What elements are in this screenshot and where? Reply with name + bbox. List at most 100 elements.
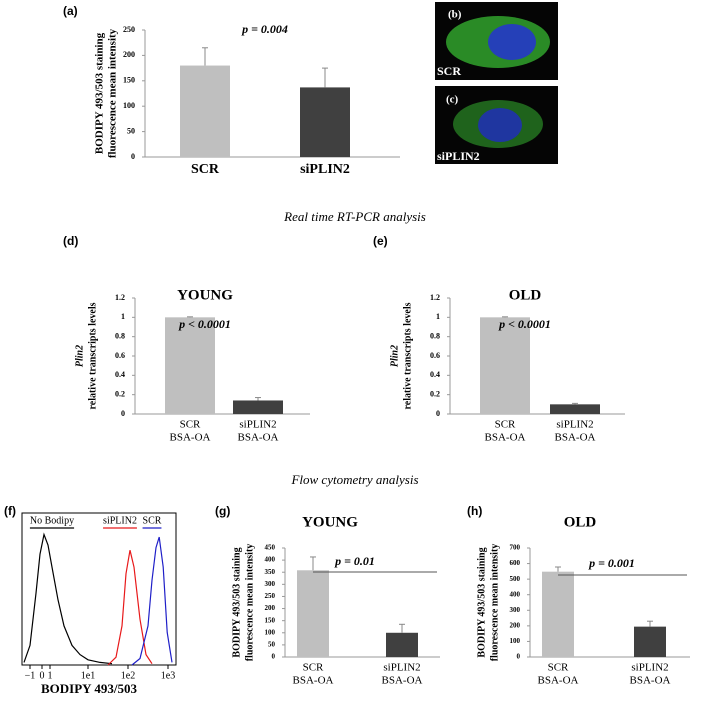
bar — [634, 626, 666, 657]
histogram-curve — [107, 550, 153, 666]
annotation: p < 0.0001 — [498, 317, 551, 331]
y-tick-label: 0 — [272, 653, 276, 661]
section-title: Real time RT-PCR analysis — [283, 209, 426, 224]
y-tick-label: 50 — [127, 126, 135, 135]
plot-frame — [21, 512, 177, 666]
y-tick-label: 0.6 — [115, 351, 125, 360]
panel-label: (d) — [63, 234, 78, 248]
x-tick-label: BSA-OA — [485, 432, 526, 444]
image-b: (b) SCR — [435, 2, 558, 80]
chart-title: OLD — [564, 514, 597, 530]
section-title: Flow cytometry analysis — [290, 472, 418, 487]
y-axis-label: relative transcripts levels — [87, 302, 98, 409]
y-tick-label: 100 — [265, 628, 276, 636]
y-tick-label: 0 — [121, 409, 125, 418]
x-tick-label: BSA-OA — [538, 675, 579, 687]
y-tick-label: 1.2 — [430, 293, 440, 302]
x-tick-label: SCR — [548, 662, 569, 674]
panel-label: (a) — [63, 4, 78, 18]
annotation: p = 0.004 — [241, 22, 288, 36]
chart-title: YOUNG — [302, 514, 358, 530]
y-tick-label: 400 — [265, 556, 276, 564]
x-tick-label: 1e1 — [81, 670, 95, 681]
x-tick-label: 0 — [40, 670, 45, 681]
panel-label: (g) — [215, 504, 230, 518]
x-tick-label: BSA-OA — [170, 432, 211, 444]
y-axis-label: fluorescence mean intensity — [489, 544, 500, 662]
y-tick-label: 100 — [510, 637, 521, 645]
y-axis-label: fluorescence mean intensity — [107, 28, 119, 158]
y-axis-label: Plin2 — [74, 345, 85, 367]
legend-label: No Bodipy — [30, 515, 74, 526]
x-tick-label: SCR — [303, 662, 324, 674]
x-tick-label: siPLIN2 — [383, 662, 420, 674]
bar — [233, 400, 283, 414]
panel-label: (e) — [373, 234, 388, 248]
bar — [180, 65, 230, 157]
legend-label: siPLIN2 — [103, 515, 137, 526]
y-tick-label: 1.2 — [115, 293, 125, 302]
image-c: (c) siPLIN2 — [435, 86, 558, 164]
panel-label: (h) — [467, 504, 482, 518]
y-tick-label: 300 — [265, 580, 276, 588]
bar — [480, 317, 530, 414]
y-axis-label: Plin2 — [389, 345, 400, 367]
y-tick-label: 700 — [510, 544, 521, 552]
y-tick-label: 0.6 — [430, 351, 440, 360]
x-tick-label: 1 — [48, 670, 53, 681]
bar — [165, 317, 215, 414]
x-tick-label: −1 — [25, 670, 36, 681]
y-tick-label: 500 — [510, 575, 521, 583]
x-tick-label: 1e3 — [161, 670, 175, 681]
y-tick-label: 0.4 — [115, 370, 125, 379]
y-tick-label: 300 — [510, 606, 521, 614]
y-tick-label: 0.8 — [430, 331, 440, 340]
annotation: p = 0.01 — [334, 554, 375, 568]
x-tick-label: BSA-OA — [238, 432, 279, 444]
y-axis-label: BODIPY 493/503 staining — [231, 547, 242, 657]
panel-label: (b) — [448, 9, 462, 21]
histogram-curve — [131, 536, 173, 666]
panel-label: (c) — [446, 94, 459, 106]
bar — [297, 570, 329, 657]
x-tick-label: siPLIN2 — [300, 162, 350, 177]
panel-label: (f) — [4, 504, 16, 518]
nucleus — [478, 108, 522, 142]
image-label: SCR — [437, 64, 461, 78]
y-tick-label: 400 — [510, 590, 521, 598]
y-tick-label: 0.8 — [115, 331, 125, 340]
y-tick-label: 600 — [510, 559, 521, 567]
y-tick-label: 1 — [121, 312, 125, 321]
x-tick-label: BSA-OA — [555, 432, 596, 444]
x-tick-label: SCR — [495, 419, 516, 431]
x-tick-label: BSA-OA — [382, 675, 423, 687]
y-tick-label: 200 — [510, 621, 521, 629]
y-tick-label: 0.4 — [430, 370, 440, 379]
y-tick-label: 50 — [268, 640, 276, 648]
x-tick-label: siPLIN2 — [239, 419, 276, 431]
y-tick-label: 100 — [123, 101, 135, 110]
y-tick-label: 0 — [436, 409, 440, 418]
y-axis-label: relative transcripts levels — [402, 302, 413, 409]
y-tick-label: 0 — [131, 152, 135, 161]
bar — [300, 87, 350, 157]
x-tick-label: 1e2 — [121, 670, 135, 681]
y-tick-label: 150 — [123, 76, 135, 85]
y-tick-label: 0.2 — [115, 389, 125, 398]
bar — [550, 404, 600, 414]
y-tick-label: 200 — [265, 604, 276, 612]
y-tick-label: 450 — [265, 544, 276, 552]
image-label: siPLIN2 — [437, 149, 480, 163]
y-tick-label: 250 — [123, 25, 135, 34]
x-tick-label: SCR — [191, 162, 220, 177]
y-tick-label: 350 — [265, 568, 276, 576]
y-tick-label: 200 — [123, 50, 135, 59]
chart-title: YOUNG — [177, 287, 233, 303]
y-tick-label: 150 — [265, 616, 276, 624]
histogram-curve — [23, 532, 113, 665]
bar — [542, 571, 574, 657]
y-axis-label: fluorescence mean intensity — [244, 544, 255, 662]
y-tick-label: 1 — [436, 312, 440, 321]
x-tick-label: siPLIN2 — [556, 419, 593, 431]
